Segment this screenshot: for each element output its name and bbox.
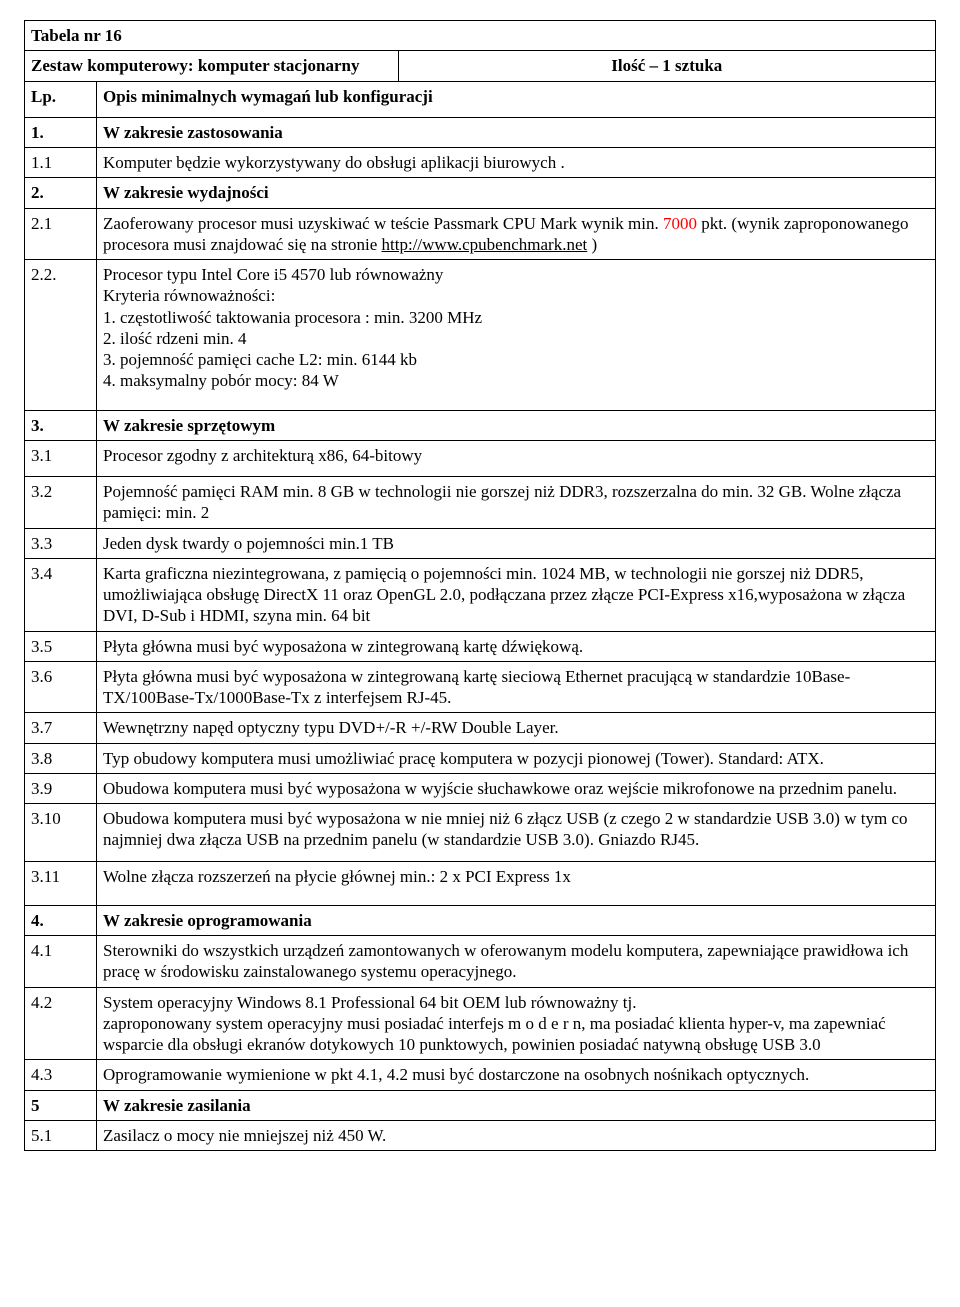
desc-cell: Karta graficzna niezintegrowana, z pamię… <box>97 558 936 631</box>
table-row: 2. W zakresie wydajności <box>25 178 936 208</box>
desc-cell: System operacyjny Windows 8.1 Profession… <box>97 987 936 1060</box>
lp-cell: 3.11 <box>25 861 97 905</box>
desc-cell: Typ obudowy komputera musi umożliwiać pr… <box>97 743 936 773</box>
desc-cell: W zakresie zastosowania <box>97 117 936 147</box>
table-row: 3.7 Wewnętrzny napęd optyczny typu DVD+/… <box>25 713 936 743</box>
spec-table: Tabela nr 16 Zestaw komputerowy: kompute… <box>24 20 936 1151</box>
table-row: 1.1 Komputer będzie wykorzystywany do ob… <box>25 148 936 178</box>
lp-cell: 3.3 <box>25 528 97 558</box>
lp-cell: 4.2 <box>25 987 97 1060</box>
desc-cell: Procesor typu Intel Core i5 4570 lub rów… <box>97 260 936 411</box>
lp-cell: 3.5 <box>25 631 97 661</box>
table-row: 3.10 Obudowa komputera musi być wyposażo… <box>25 804 936 862</box>
desc-cell: Wewnętrzny napęd optyczny typu DVD+/-R +… <box>97 713 936 743</box>
table-row: 3.3 Jeden dysk twardy o pojemności min.1… <box>25 528 936 558</box>
table-row: 4.1 Sterowniki do wszystkich urządzeń za… <box>25 936 936 988</box>
desc-cell: W zakresie oprogramowania <box>97 905 936 935</box>
desc-cell: W zakresie sprzętowym <box>97 410 936 440</box>
table-row: 5.1 Zasilacz o mocy nie mniejszej niż 45… <box>25 1120 936 1150</box>
table-row: 3.5 Płyta główna musi być wyposażona w z… <box>25 631 936 661</box>
table-row: 4.3 Oprogramowanie wymienione w pkt 4.1,… <box>25 1060 936 1090</box>
desc-cell: Obudowa komputera musi być wyposażona w … <box>97 804 936 862</box>
table-row: 3.6 Płyta główna musi być wyposażona w z… <box>25 661 936 713</box>
lp-cell: 3.2 <box>25 477 97 529</box>
lp-cell: 3.4 <box>25 558 97 631</box>
title-row: Tabela nr 16 <box>25 21 936 51</box>
lp-cell: 2.2. <box>25 260 97 411</box>
lp-cell: 3.6 <box>25 661 97 713</box>
table-row: 1. W zakresie zastosowania <box>25 117 936 147</box>
col-opis: Opis minimalnych wymagań lub konfiguracj… <box>97 81 936 117</box>
header-left: Zestaw komputerowy: komputer stacjonarny <box>25 51 398 80</box>
lp-cell: 1. <box>25 117 97 147</box>
desc-cell: Płyta główna musi być wyposażona w zinte… <box>97 661 936 713</box>
lp-cell: 4.1 <box>25 936 97 988</box>
table-row: 2.2. Procesor typu Intel Core i5 4570 lu… <box>25 260 936 411</box>
table-row: 4. W zakresie oprogramowania <box>25 905 936 935</box>
lp-cell: 2. <box>25 178 97 208</box>
lp-cell: 2.1 <box>25 208 97 260</box>
header-row: Zestaw komputerowy: komputer stacjonarny… <box>25 51 936 81</box>
lp-cell: 3.8 <box>25 743 97 773</box>
column-headers: Lp. Opis minimalnych wymagań lub konfigu… <box>25 81 936 117</box>
lp-cell: 4. <box>25 905 97 935</box>
desc-cell: Zaoferowany procesor musi uzyskiwać w te… <box>97 208 936 260</box>
desc-cell: Płyta główna musi być wyposażona w zinte… <box>97 631 936 661</box>
desc-cell: Sterowniki do wszystkich urządzeń zamont… <box>97 936 936 988</box>
desc-cell: Obudowa komputera musi być wyposażona w … <box>97 773 936 803</box>
lp-cell: 4.3 <box>25 1060 97 1090</box>
table-row: 3.1 Procesor zgodny z architekturą x86, … <box>25 440 936 476</box>
text-red: 7000 <box>663 214 697 233</box>
lp-cell: 1.1 <box>25 148 97 178</box>
desc-cell: Procesor zgodny z architekturą x86, 64-b… <box>97 440 936 476</box>
text-post: ) <box>587 235 597 254</box>
desc-cell: W zakresie wydajności <box>97 178 936 208</box>
desc-cell: Komputer będzie wykorzystywany do obsług… <box>97 148 936 178</box>
table-row: 3. W zakresie sprzętowym <box>25 410 936 440</box>
lp-cell: 3.10 <box>25 804 97 862</box>
header-right: Ilość – 1 sztuka <box>398 51 935 80</box>
desc-cell: Pojemność pamięci RAM min. 8 GB w techno… <box>97 477 936 529</box>
lp-cell: 3.7 <box>25 713 97 743</box>
table-row: 2.1 Zaoferowany procesor musi uzyskiwać … <box>25 208 936 260</box>
desc-cell: Zasilacz o mocy nie mniejszej niż 450 W. <box>97 1120 936 1150</box>
lp-cell: 5.1 <box>25 1120 97 1150</box>
benchmark-link[interactable]: http://www.cpubenchmark.net <box>382 235 588 254</box>
desc-cell: Oprogramowanie wymienione w pkt 4.1, 4.2… <box>97 1060 936 1090</box>
lp-cell: 3.1 <box>25 440 97 476</box>
text-pre: Zaoferowany procesor musi uzyskiwać w te… <box>103 214 663 233</box>
lp-cell: 3.9 <box>25 773 97 803</box>
desc-cell: W zakresie zasilania <box>97 1090 936 1120</box>
desc-cell: Jeden dysk twardy o pojemności min.1 TB <box>97 528 936 558</box>
lp-cell: 3. <box>25 410 97 440</box>
table-row: 4.2 System operacyjny Windows 8.1 Profes… <box>25 987 936 1060</box>
table-row: 3.8 Typ obudowy komputera musi umożliwia… <box>25 743 936 773</box>
desc-cell: Wolne złącza rozszerzeń na płycie główne… <box>97 861 936 905</box>
table-row: 3.11 Wolne złącza rozszerzeń na płycie g… <box>25 861 936 905</box>
table-row: 3.2 Pojemność pamięci RAM min. 8 GB w te… <box>25 477 936 529</box>
table-title: Tabela nr 16 <box>25 21 936 51</box>
table-row: 5 W zakresie zasilania <box>25 1090 936 1120</box>
table-row: 3.4 Karta graficzna niezintegrowana, z p… <box>25 558 936 631</box>
lp-cell: 5 <box>25 1090 97 1120</box>
col-lp: Lp. <box>25 81 97 117</box>
table-row: 3.9 Obudowa komputera musi być wyposażon… <box>25 773 936 803</box>
